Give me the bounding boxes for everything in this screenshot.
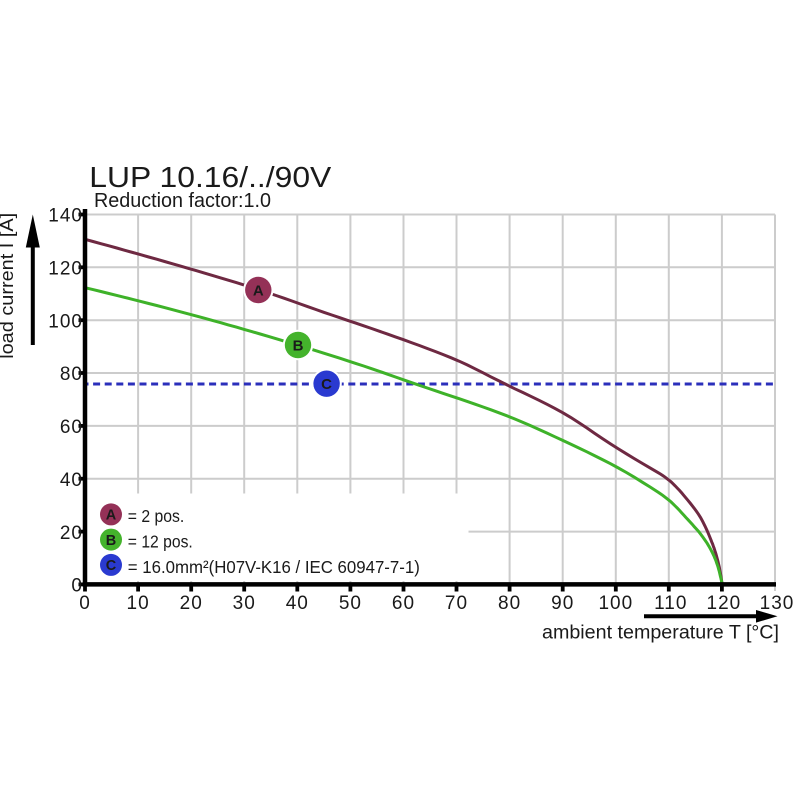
svg-text:130: 130 [760, 593, 795, 614]
svg-text:= 2 pos.: = 2 pos. [128, 506, 185, 526]
svg-text:50: 50 [339, 593, 362, 614]
svg-text:= 16.0mm²(H07V-K16 / IEC 60947: = 16.0mm²(H07V-K16 / IEC 60947-7-1) [128, 557, 420, 577]
svg-text:20: 20 [180, 593, 203, 614]
svg-text:110: 110 [654, 593, 687, 614]
svg-text:LUP 10.16/../90V: LUP 10.16/../90V [89, 162, 332, 194]
svg-text:90: 90 [551, 593, 574, 614]
svg-text:20: 20 [60, 523, 83, 544]
svg-text:ambient temperature T [°C]: ambient temperature T [°C] [542, 623, 779, 644]
svg-text:= 12 pos.: = 12 pos. [128, 532, 193, 552]
svg-text:load current I [A]: load current I [A] [0, 213, 17, 359]
svg-text:120: 120 [48, 259, 83, 280]
svg-text:A: A [253, 282, 264, 299]
svg-text:80: 80 [498, 593, 521, 614]
svg-text:C: C [106, 558, 117, 574]
svg-text:10: 10 [127, 593, 150, 614]
svg-text:100: 100 [598, 593, 633, 614]
svg-text:60: 60 [392, 593, 415, 614]
svg-text:40: 40 [60, 470, 83, 491]
svg-text:30: 30 [233, 593, 256, 614]
svg-text:60: 60 [60, 417, 83, 438]
svg-text:80: 80 [60, 364, 83, 385]
svg-text:120: 120 [707, 593, 742, 614]
svg-text:70: 70 [445, 593, 468, 614]
svg-text:A: A [106, 508, 117, 524]
svg-text:40: 40 [286, 593, 309, 614]
svg-text:C: C [321, 376, 332, 393]
svg-text:B: B [293, 338, 304, 355]
svg-text:100: 100 [48, 311, 83, 332]
svg-text:0: 0 [71, 576, 83, 597]
svg-text:B: B [106, 533, 116, 549]
svg-text:140: 140 [48, 206, 83, 227]
svg-text:0: 0 [79, 593, 91, 614]
svg-text:Reduction factor:1.0: Reduction factor:1.0 [94, 190, 271, 212]
